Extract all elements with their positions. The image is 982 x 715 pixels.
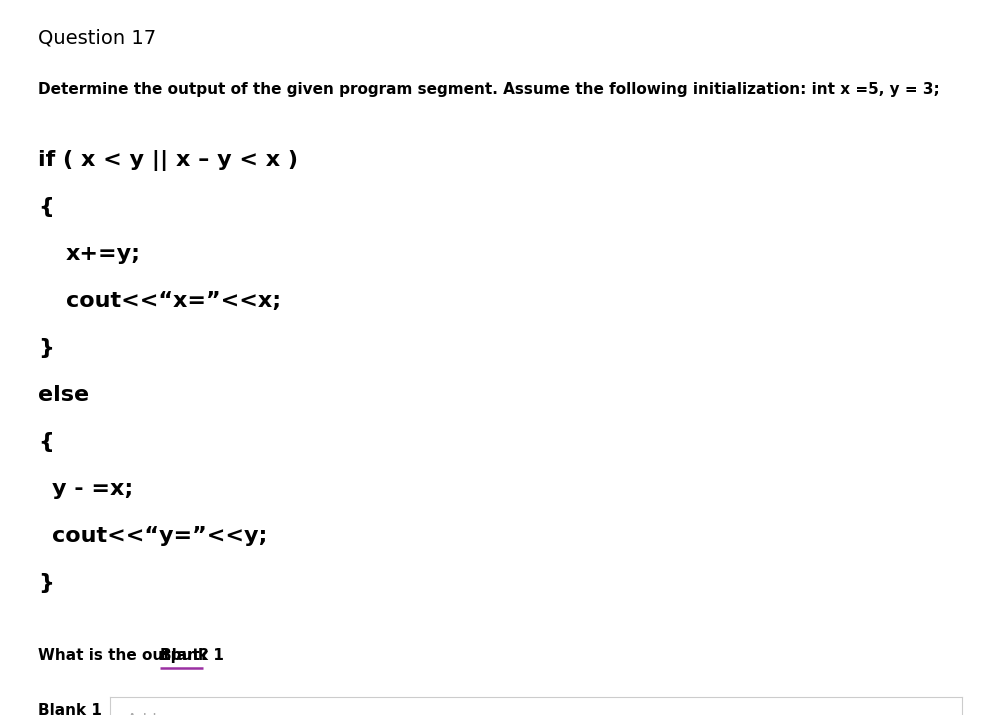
Text: }: } — [38, 338, 54, 358]
Text: cout<<“x=”<<x;: cout<<“x=”<<x; — [66, 291, 281, 311]
Text: }: } — [38, 573, 54, 593]
Text: if ( x < y || x – y < x ): if ( x < y || x – y < x ) — [38, 150, 298, 171]
Text: What is the output?: What is the output? — [38, 648, 214, 663]
Text: {: { — [38, 197, 54, 217]
Text: cout<<“y=”<<y;: cout<<“y=”<<y; — [52, 526, 267, 546]
Text: {: { — [38, 432, 54, 452]
Text: x+=y;: x+=y; — [66, 244, 141, 264]
Text: Blank 1: Blank 1 — [160, 648, 224, 663]
Text: Add your answer: Add your answer — [127, 713, 256, 715]
Text: Question 17: Question 17 — [38, 28, 156, 47]
Text: else: else — [38, 385, 89, 405]
Text: y - =x;: y - =x; — [52, 479, 134, 499]
Text: Determine the output of the given program segment. Assume the following initiali: Determine the output of the given progra… — [38, 82, 940, 97]
Text: Blank 1: Blank 1 — [38, 703, 102, 715]
